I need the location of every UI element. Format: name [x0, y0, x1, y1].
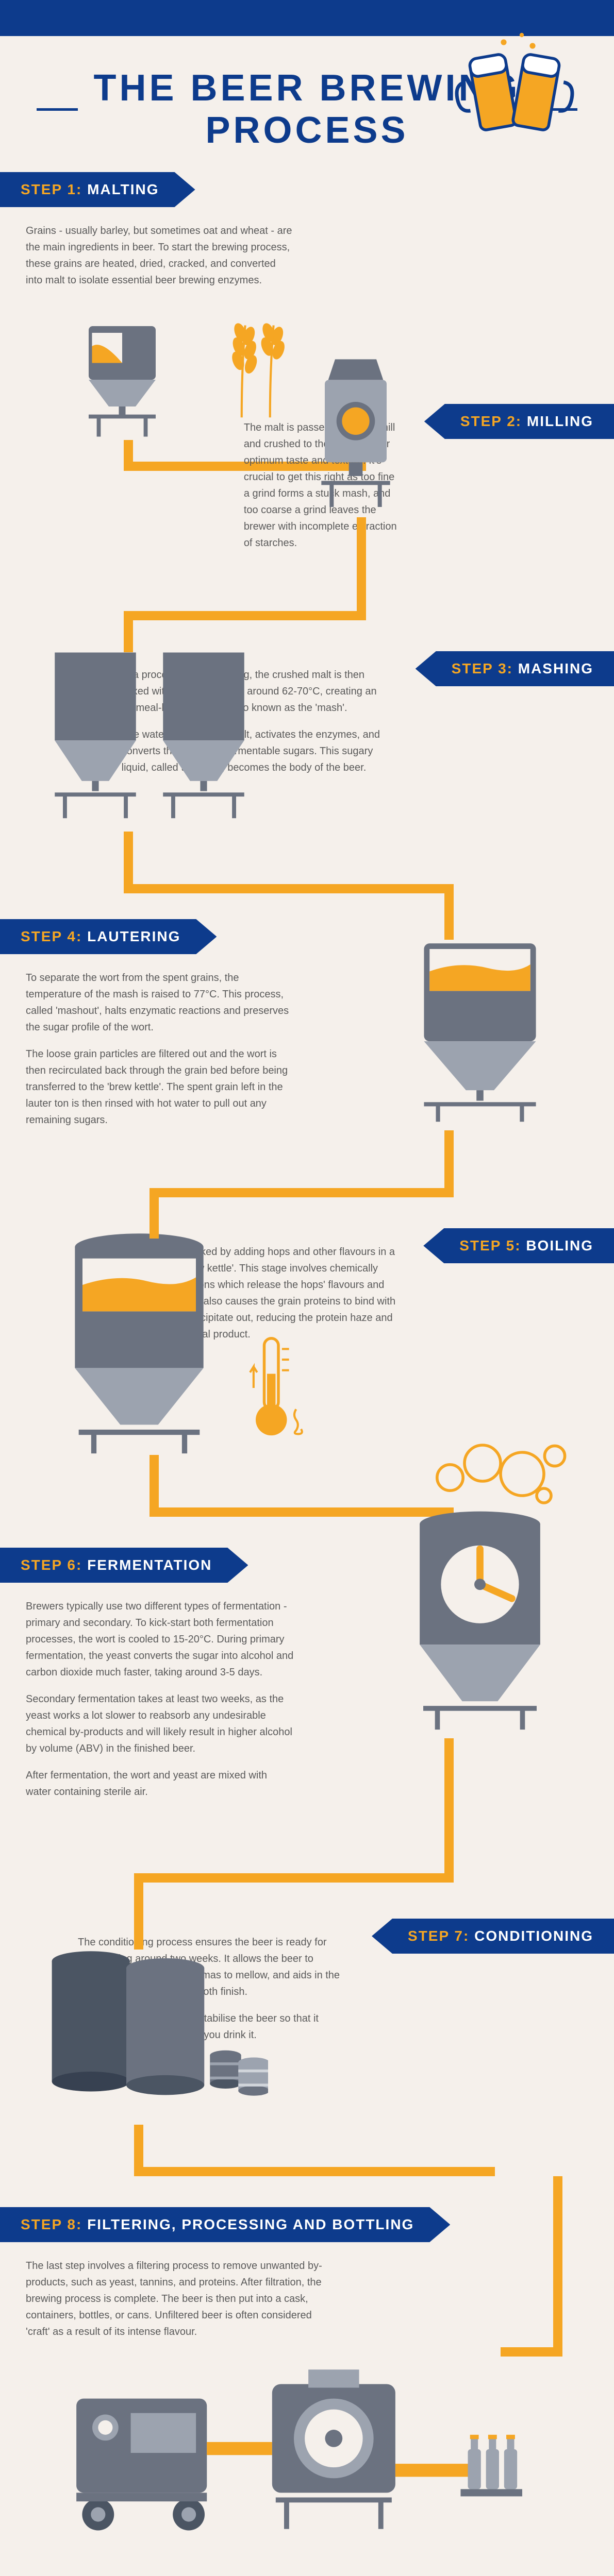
conditioning-tanks-icon	[41, 1939, 268, 2125]
boil-kettle-icon	[52, 1228, 227, 1455]
step-7-label: CONDITIONING	[474, 1928, 593, 1944]
step-8: STEP 8: FILTERING, PROCESSING AND BOTTLI…	[0, 2207, 614, 2576]
step-4: STEP 4: LAUTERING To separate the wort f…	[0, 919, 614, 1228]
lauter-tank-icon	[397, 929, 562, 1125]
mash-tanks-icon	[41, 636, 258, 832]
step-5: STEP 5: BOILING The beer is cooked by ad…	[0, 1228, 614, 1548]
step-8-text: The last step involves a filtering proce…	[0, 2242, 351, 2366]
step-6-label: FERMENTATION	[87, 1557, 212, 1573]
thermometer-icon	[242, 1331, 314, 1445]
title-area: THE BEER BREWING PROCESS	[0, 36, 614, 172]
step-6: STEP 6: FERMENTATION Brewers typically u…	[0, 1548, 614, 1919]
step-3: STEP 3: MASHING In a process called stee…	[0, 651, 614, 919]
step-8-num: STEP 8:	[21, 2216, 82, 2232]
step-2-banner: STEP 2: MILLING	[424, 404, 614, 439]
step-4-banner: STEP 4: LAUTERING	[0, 919, 217, 954]
step-8-banner: STEP 8: FILTERING, PROCESSING AND BOTTLI…	[0, 2207, 450, 2242]
step-8-label: FILTERING, PROCESSING AND BOTTLING	[87, 2216, 414, 2232]
step-6-text: Brewers typically use two different type…	[0, 1583, 320, 1826]
step-1-text: Grains - usually barley, but sometimes o…	[0, 207, 320, 314]
step-3-banner: STEP 3: MASHING	[416, 651, 614, 686]
step-4-text: To separate the wort from the spent grai…	[0, 954, 320, 1154]
step-3-num: STEP 3:	[452, 660, 513, 676]
mill-icon	[299, 352, 412, 517]
step-2-num: STEP 2:	[460, 413, 522, 429]
step-7-num: STEP 7:	[408, 1928, 469, 1944]
bottling-machine-icon	[62, 2351, 526, 2547]
beer-mugs-icon	[439, 21, 583, 165]
step-6-banner: STEP 6: FERMENTATION	[0, 1548, 248, 1583]
bubbles-icon	[428, 1424, 573, 1517]
fermenter-icon	[397, 1506, 562, 1733]
step-5-label: BOILING	[526, 1238, 593, 1253]
step-2: STEP 2: MILLING The malt is passed throu…	[0, 404, 614, 651]
step-1-label: MALTING	[87, 181, 159, 197]
step-7-banner: STEP 7: CONDITIONING	[372, 1919, 614, 1954]
step-7: STEP 7: CONDITIONING The conditioning pr…	[0, 1919, 614, 2207]
step-2-label: MILLING	[527, 413, 593, 429]
step-5-num: STEP 5:	[459, 1238, 521, 1253]
step-1-num: STEP 1:	[21, 181, 82, 197]
step-3-label: MASHING	[518, 660, 593, 676]
step-5-banner: STEP 5: BOILING	[423, 1228, 614, 1263]
step-4-num: STEP 4:	[21, 928, 82, 944]
step-6-num: STEP 6:	[21, 1557, 82, 1573]
step-4-label: LAUTERING	[87, 928, 180, 944]
step-1-banner: STEP 1: MALTING	[0, 172, 195, 207]
